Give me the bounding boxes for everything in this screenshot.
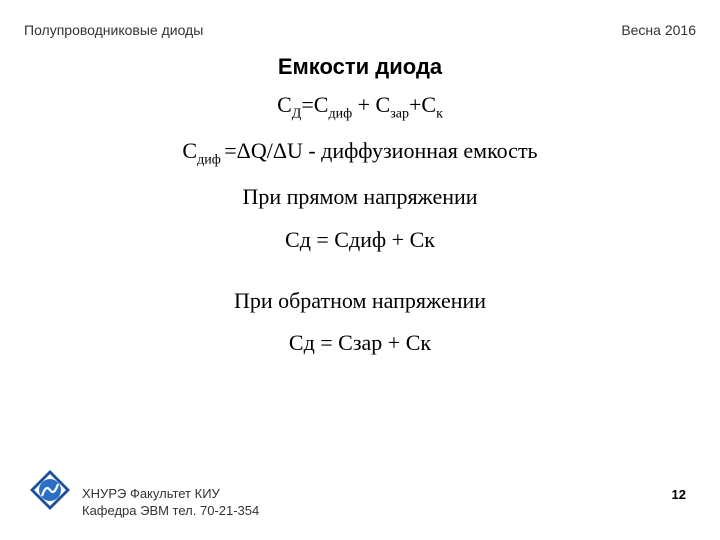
header-term: Весна 2016 [621,22,696,38]
eq2-part1: С [182,138,197,163]
equation-line-4: Сд = Сдиф + Ск [0,225,720,256]
footer-institution: ХНУРЭ Факультет КИУ Кафедра ЭВМ тел. 70-… [82,485,259,520]
eq1-part3: + С [352,92,390,117]
header-topic: Полупроводниковые диоды [24,22,203,38]
logo-svg [28,468,72,512]
eq1-part2: =С [301,92,328,117]
equation-line-5: При обратном напряжении [0,286,720,317]
equation-line-3: При прямом напряжении [0,182,720,213]
equation-line-1: СД=Сдиф + Сзар+Ск [0,90,720,124]
eq1-part4: +С [409,92,436,117]
institution-logo [28,468,72,512]
content-area: СД=Сдиф + Сзар+Ск Сдиф =ΔQ/ΔU - диффузио… [0,90,720,371]
equation-line-2: Сдиф =ΔQ/ΔU - диффузионная емкость [0,136,720,170]
eq1-sub2: диф [328,106,352,121]
eq1-sub4: к [436,106,443,121]
footer-line-2: Кафедра ЭВМ тел. 70-21-354 [82,502,259,520]
slide-title: Емкости диода [278,54,442,80]
footer-line-1: ХНУРЭ Факультет КИУ [82,485,259,503]
eq2-part2: =ΔQ/ΔU - диффузионная емкость [224,138,537,163]
eq1-part1: С [277,92,292,117]
page-number: 12 [672,487,686,502]
eq2-sub1: диф [197,152,224,167]
eq1-sub1: Д [292,106,302,121]
equation-line-6: Сд = Сзар + Ск [0,328,720,359]
eq1-sub3: зар [390,106,409,121]
